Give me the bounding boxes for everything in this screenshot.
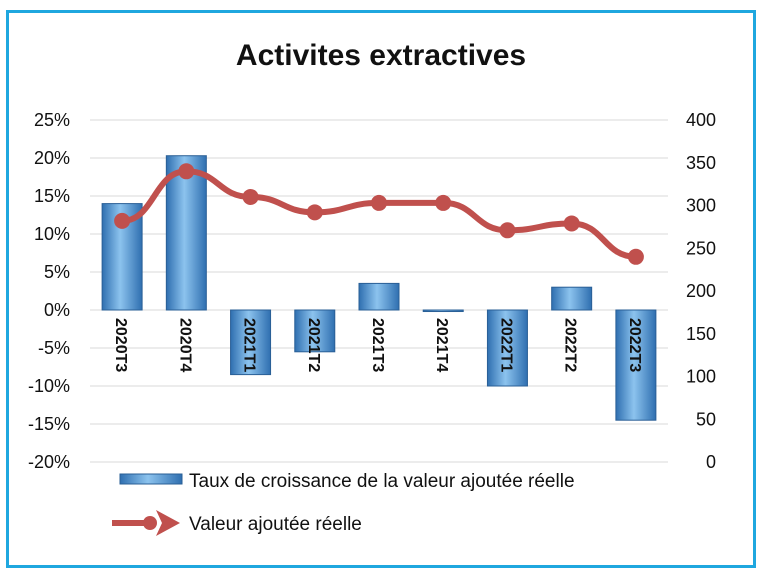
right-tick-label: 350 — [686, 153, 716, 173]
left-tick-label: -15% — [28, 414, 70, 434]
left-tick-label: 10% — [34, 224, 70, 244]
left-tick-label: -5% — [38, 338, 70, 358]
line-series — [114, 163, 644, 265]
right-tick-label: 200 — [686, 281, 716, 301]
bar — [551, 286, 593, 311]
left-tick-label: 0% — [44, 300, 70, 320]
line-point — [371, 194, 387, 211]
legend-line-marker — [143, 516, 157, 530]
line-point — [627, 248, 644, 265]
bar-series — [101, 155, 657, 421]
legend-arrow-icon — [156, 510, 180, 536]
legend: Taux de croissance de la valeur ajoutée … — [112, 471, 575, 536]
category-label: 2020T3 — [112, 318, 129, 372]
right-tick-label: 150 — [686, 324, 716, 344]
left-tick-label: 25% — [34, 110, 70, 130]
line-point — [114, 212, 131, 229]
bar — [615, 309, 657, 421]
line-point — [435, 194, 452, 211]
right-tick-label: 300 — [686, 196, 716, 216]
left-axis: -20% -15% -10% -5% 0% 5% 10% 15% 20% 25% — [28, 110, 70, 472]
category-label: 2020T4 — [176, 318, 193, 372]
line-point — [306, 204, 323, 221]
line-point — [242, 188, 259, 205]
left-tick-label: 5% — [44, 262, 70, 282]
bar — [230, 309, 272, 376]
bar — [358, 282, 400, 311]
category-label: 2021T2 — [305, 318, 322, 372]
right-axis: 0 50 100 150 200 250 300 350 400 — [686, 110, 716, 472]
left-tick-label: -10% — [28, 376, 70, 396]
bar — [165, 155, 207, 311]
bar — [294, 309, 336, 353]
line-point — [499, 222, 516, 239]
category-label: 2021T3 — [369, 318, 386, 372]
category-label: 2022T1 — [497, 318, 514, 372]
right-tick-label: 0 — [706, 452, 716, 472]
right-tick-label: 400 — [686, 110, 716, 130]
legend-line-label: Valeur ajoutée réelle — [189, 514, 362, 535]
category-label: 2021T1 — [241, 318, 258, 372]
category-label: 2022T3 — [626, 318, 643, 372]
left-tick-label: 20% — [34, 148, 70, 168]
legend-bar-swatch — [119, 473, 183, 485]
right-tick-label: 250 — [686, 238, 716, 258]
line-point — [178, 163, 195, 180]
category-label: 2021T4 — [433, 318, 450, 372]
left-tick-label: 15% — [34, 186, 70, 206]
chart-title: Activites extractives — [236, 39, 526, 72]
bar — [422, 309, 464, 313]
bar — [486, 309, 528, 387]
left-tick-label: -20% — [28, 452, 70, 472]
line-point — [563, 215, 580, 232]
right-tick-label: 50 — [696, 409, 716, 429]
category-label: 2022T2 — [562, 318, 579, 372]
category-labels: 2020T3 2020T4 2021T1 2021T2 2021T3 2021T4 2022… — [112, 318, 643, 372]
legend-bar-label: Taux de croissance de la valeur ajoutée … — [189, 471, 575, 492]
right-tick-label: 100 — [686, 367, 716, 387]
